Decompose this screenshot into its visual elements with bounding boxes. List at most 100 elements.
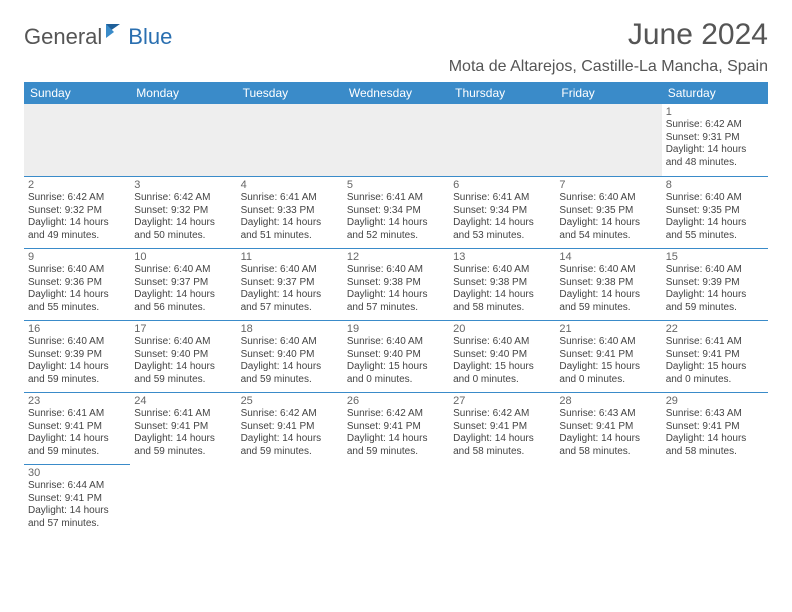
weekday-header: Thursday [449, 82, 555, 104]
day-number: 1 [666, 106, 764, 118]
day-cell: 29Sunrise: 6:43 AMSunset: 9:41 PMDayligh… [662, 392, 768, 464]
weekday-header: Sunday [24, 82, 130, 104]
day-cell: 18Sunrise: 6:40 AMSunset: 9:40 PMDayligh… [237, 320, 343, 392]
day-cell: 26Sunrise: 6:42 AMSunset: 9:41 PMDayligh… [343, 392, 449, 464]
calendar-cell: 26Sunrise: 6:42 AMSunset: 9:41 PMDayligh… [343, 392, 449, 464]
weekday-header: Tuesday [237, 82, 343, 104]
calendar-cell: 12Sunrise: 6:40 AMSunset: 9:38 PMDayligh… [343, 248, 449, 320]
day-cell: 6Sunrise: 6:41 AMSunset: 9:34 PMDaylight… [449, 176, 555, 248]
calendar-cell: 4Sunrise: 6:41 AMSunset: 9:33 PMDaylight… [237, 176, 343, 248]
day-number: 2 [28, 179, 126, 191]
day-number: 16 [28, 323, 126, 335]
calendar-cell [237, 464, 343, 542]
day-info: Sunrise: 6:40 AMSunset: 9:38 PMDaylight:… [559, 264, 657, 314]
day-cell: 14Sunrise: 6:40 AMSunset: 9:38 PMDayligh… [555, 248, 661, 320]
weekday-header: Friday [555, 82, 661, 104]
calendar-cell [130, 104, 236, 176]
day-cell: 23Sunrise: 6:41 AMSunset: 9:41 PMDayligh… [24, 392, 130, 464]
day-cell: 19Sunrise: 6:40 AMSunset: 9:40 PMDayligh… [343, 320, 449, 392]
weekday-header: Wednesday [343, 82, 449, 104]
day-info: Sunrise: 6:43 AMSunset: 9:41 PMDaylight:… [559, 408, 657, 458]
table-row: 23Sunrise: 6:41 AMSunset: 9:41 PMDayligh… [24, 392, 768, 464]
calendar-cell [662, 464, 768, 542]
day-number: 23 [28, 395, 126, 407]
day-info: Sunrise: 6:40 AMSunset: 9:39 PMDaylight:… [28, 336, 126, 386]
calendar-cell: 7Sunrise: 6:40 AMSunset: 9:35 PMDaylight… [555, 176, 661, 248]
day-info: Sunrise: 6:41 AMSunset: 9:33 PMDaylight:… [241, 192, 339, 242]
weekday-header: Saturday [662, 82, 768, 104]
day-number: 9 [28, 251, 126, 263]
day-cell: 17Sunrise: 6:40 AMSunset: 9:40 PMDayligh… [130, 320, 236, 392]
day-number: 14 [559, 251, 657, 263]
day-number: 6 [453, 179, 551, 191]
day-number: 12 [347, 251, 445, 263]
calendar-cell: 25Sunrise: 6:42 AMSunset: 9:41 PMDayligh… [237, 392, 343, 464]
day-cell: 12Sunrise: 6:40 AMSunset: 9:38 PMDayligh… [343, 248, 449, 320]
calendar-cell [555, 464, 661, 542]
day-cell: 22Sunrise: 6:41 AMSunset: 9:41 PMDayligh… [662, 320, 768, 392]
day-number: 15 [666, 251, 764, 263]
calendar-cell: 6Sunrise: 6:41 AMSunset: 9:34 PMDaylight… [449, 176, 555, 248]
day-cell: 11Sunrise: 6:40 AMSunset: 9:37 PMDayligh… [237, 248, 343, 320]
logo: General Blue [24, 18, 172, 51]
day-cell: 2Sunrise: 6:42 AMSunset: 9:32 PMDaylight… [24, 176, 130, 248]
day-cell: 27Sunrise: 6:42 AMSunset: 9:41 PMDayligh… [449, 392, 555, 464]
day-number: 26 [347, 395, 445, 407]
calendar-body: 1Sunrise: 6:42 AMSunset: 9:31 PMDaylight… [24, 104, 768, 542]
calendar-table: SundayMondayTuesdayWednesdayThursdayFrid… [24, 82, 768, 542]
day-cell: 15Sunrise: 6:40 AMSunset: 9:39 PMDayligh… [662, 248, 768, 320]
calendar-cell: 21Sunrise: 6:40 AMSunset: 9:41 PMDayligh… [555, 320, 661, 392]
table-row: 16Sunrise: 6:40 AMSunset: 9:39 PMDayligh… [24, 320, 768, 392]
day-info: Sunrise: 6:41 AMSunset: 9:41 PMDaylight:… [666, 336, 764, 386]
calendar-cell: 18Sunrise: 6:40 AMSunset: 9:40 PMDayligh… [237, 320, 343, 392]
calendar-cell: 30Sunrise: 6:44 AMSunset: 9:41 PMDayligh… [24, 464, 130, 542]
day-cell: 1Sunrise: 6:42 AMSunset: 9:31 PMDaylight… [662, 104, 768, 176]
day-number: 7 [559, 179, 657, 191]
day-cell: 4Sunrise: 6:41 AMSunset: 9:33 PMDaylight… [237, 176, 343, 248]
title-block: June 2024 Mota de Altarejos, Castille-La… [449, 18, 768, 82]
day-info: Sunrise: 6:40 AMSunset: 9:40 PMDaylight:… [347, 336, 445, 386]
day-cell: 30Sunrise: 6:44 AMSunset: 9:41 PMDayligh… [24, 464, 130, 542]
day-number: 4 [241, 179, 339, 191]
day-info: Sunrise: 6:40 AMSunset: 9:38 PMDaylight:… [347, 264, 445, 314]
calendar-cell [130, 464, 236, 542]
day-info: Sunrise: 6:40 AMSunset: 9:40 PMDaylight:… [453, 336, 551, 386]
calendar-cell: 1Sunrise: 6:42 AMSunset: 9:31 PMDaylight… [662, 104, 768, 176]
day-number: 17 [134, 323, 232, 335]
calendar-cell: 28Sunrise: 6:43 AMSunset: 9:41 PMDayligh… [555, 392, 661, 464]
calendar-cell: 5Sunrise: 6:41 AMSunset: 9:34 PMDaylight… [343, 176, 449, 248]
day-number: 3 [134, 179, 232, 191]
day-info: Sunrise: 6:40 AMSunset: 9:39 PMDaylight:… [666, 264, 764, 314]
day-number: 5 [347, 179, 445, 191]
day-info: Sunrise: 6:43 AMSunset: 9:41 PMDaylight:… [666, 408, 764, 458]
day-number: 27 [453, 395, 551, 407]
day-cell: 16Sunrise: 6:40 AMSunset: 9:39 PMDayligh… [24, 320, 130, 392]
day-info: Sunrise: 6:40 AMSunset: 9:40 PMDaylight:… [134, 336, 232, 386]
day-number: 20 [453, 323, 551, 335]
calendar-cell: 19Sunrise: 6:40 AMSunset: 9:40 PMDayligh… [343, 320, 449, 392]
day-info: Sunrise: 6:40 AMSunset: 9:37 PMDaylight:… [134, 264, 232, 314]
day-info: Sunrise: 6:42 AMSunset: 9:41 PMDaylight:… [241, 408, 339, 458]
day-cell: 3Sunrise: 6:42 AMSunset: 9:32 PMDaylight… [130, 176, 236, 248]
calendar-cell: 9Sunrise: 6:40 AMSunset: 9:36 PMDaylight… [24, 248, 130, 320]
day-info: Sunrise: 6:42 AMSunset: 9:41 PMDaylight:… [347, 408, 445, 458]
calendar-cell [555, 104, 661, 176]
day-info: Sunrise: 6:40 AMSunset: 9:35 PMDaylight:… [559, 192, 657, 242]
calendar-cell: 16Sunrise: 6:40 AMSunset: 9:39 PMDayligh… [24, 320, 130, 392]
calendar-cell: 15Sunrise: 6:40 AMSunset: 9:39 PMDayligh… [662, 248, 768, 320]
day-cell: 21Sunrise: 6:40 AMSunset: 9:41 PMDayligh… [555, 320, 661, 392]
logo-flag-icon [104, 22, 126, 45]
calendar-cell: 2Sunrise: 6:42 AMSunset: 9:32 PMDaylight… [24, 176, 130, 248]
calendar-cell [449, 104, 555, 176]
weekday-header: Monday [130, 82, 236, 104]
calendar-cell: 14Sunrise: 6:40 AMSunset: 9:38 PMDayligh… [555, 248, 661, 320]
weekday-header-row: SundayMondayTuesdayWednesdayThursdayFrid… [24, 82, 768, 104]
day-info: Sunrise: 6:40 AMSunset: 9:36 PMDaylight:… [28, 264, 126, 314]
calendar-cell: 3Sunrise: 6:42 AMSunset: 9:32 PMDaylight… [130, 176, 236, 248]
calendar-cell: 27Sunrise: 6:42 AMSunset: 9:41 PMDayligh… [449, 392, 555, 464]
day-cell: 28Sunrise: 6:43 AMSunset: 9:41 PMDayligh… [555, 392, 661, 464]
day-number: 18 [241, 323, 339, 335]
table-row: 2Sunrise: 6:42 AMSunset: 9:32 PMDaylight… [24, 176, 768, 248]
day-info: Sunrise: 6:40 AMSunset: 9:41 PMDaylight:… [559, 336, 657, 386]
page-title: June 2024 [449, 18, 768, 52]
